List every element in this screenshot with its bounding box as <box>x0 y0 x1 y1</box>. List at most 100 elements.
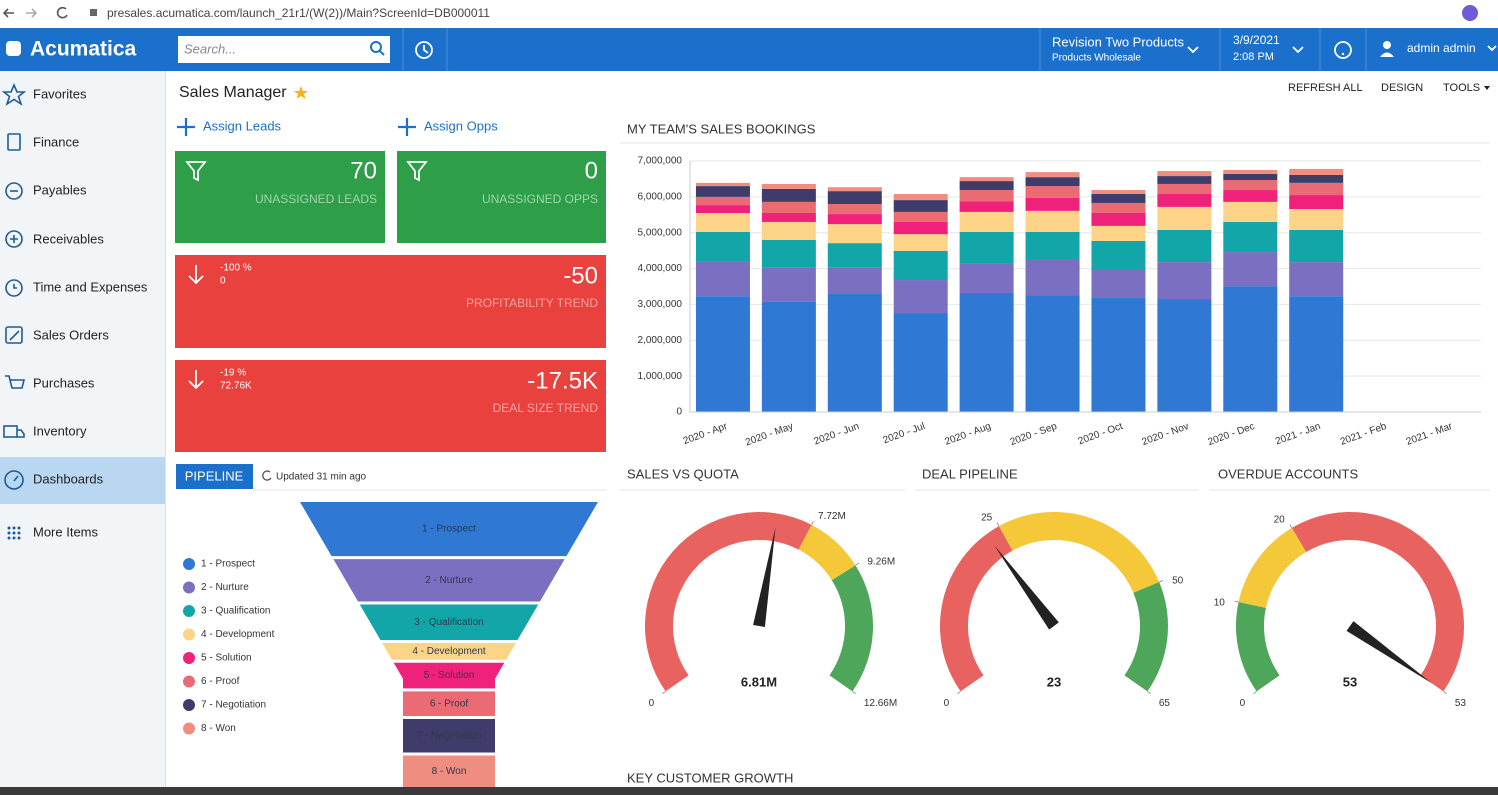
bar-segment <box>959 190 1014 202</box>
bar-segment <box>1025 177 1080 187</box>
x-tick-label: 2020 - Jul <box>882 421 927 446</box>
branch[interactable]: Products Wholesale <box>1052 53 1141 64</box>
search-icon[interactable] <box>370 41 382 53</box>
menu-item[interactable]: Inventory <box>33 423 87 438</box>
bar-segment <box>959 231 1014 264</box>
kpi-tile[interactable] <box>175 151 385 243</box>
bar-segment <box>1025 210 1080 232</box>
bar-segment <box>1289 296 1344 412</box>
bar-segment <box>827 243 882 268</box>
gauge-tick-label: 12.66M <box>864 698 897 709</box>
refresh-icon[interactable] <box>262 470 272 481</box>
search-box[interactable] <box>178 36 390 63</box>
kpi-change: -19 % <box>220 368 246 379</box>
icon <box>1 82 27 106</box>
menu-item[interactable]: Sales Orders <box>33 327 109 342</box>
bar-segment <box>1157 171 1212 177</box>
gauge-tick-label: 65 <box>1159 698 1171 709</box>
legend-label: 5 - Solution <box>201 653 252 664</box>
browser-bar <box>0 0 1498 28</box>
quick-action[interactable]: Assign Leads <box>203 118 282 133</box>
chevron[interactable] <box>1292 46 1304 54</box>
menu-item[interactable]: Finance <box>33 134 79 149</box>
gauge-tick-label: 0 <box>944 698 950 709</box>
user-name[interactable]: admin admin <box>1407 41 1476 55</box>
icon <box>5 230 23 248</box>
plus-icon[interactable] <box>398 118 416 136</box>
help-icon[interactable] <box>1334 41 1352 59</box>
active-item <box>0 457 165 504</box>
bar-segment <box>1289 229 1344 263</box>
url[interactable]: presales.acumatica.com/launch_21r1/(W(2)… <box>107 6 490 20</box>
favorite-star[interactable] <box>294 86 308 99</box>
gauge-band <box>1235 601 1280 692</box>
tab-label[interactable]: PIPELINE <box>185 468 244 483</box>
quick-action[interactable]: Assign Opps <box>424 118 498 133</box>
date[interactable]: 3/9/2021 <box>1233 33 1280 47</box>
bar-segment <box>827 294 882 412</box>
kpi-tile[interactable] <box>175 255 606 348</box>
section-title: KEY CUSTOMER GROWTH <box>627 770 793 785</box>
gauge-tick <box>852 690 856 695</box>
menu-item[interactable]: Time and Expenses <box>33 279 148 294</box>
down-arrow <box>188 370 204 390</box>
toolbar-button[interactable]: REFRESH ALL <box>1288 82 1363 94</box>
bar-segment <box>1223 173 1278 181</box>
profile-avatar[interactable] <box>1462 5 1478 21</box>
legend-swatch <box>183 722 195 735</box>
bar-segment <box>761 267 816 302</box>
menu-item[interactable]: Receivables <box>33 231 104 246</box>
tab[interactable] <box>176 464 253 489</box>
company[interactable]: Revision Two Products <box>1052 34 1184 49</box>
menu-item[interactable]: Payables <box>33 182 87 197</box>
bar-segment <box>1223 169 1278 174</box>
menu-item[interactable]: Dashboards <box>33 471 104 486</box>
bar-segment <box>1289 195 1344 210</box>
bar-segment <box>695 196 750 206</box>
y-tick-label: 1,000,000 <box>638 371 683 382</box>
dropdown-arrow[interactable] <box>1484 86 1490 90</box>
x-tick-label: 2020 - Jun <box>813 421 861 448</box>
icon <box>5 375 26 389</box>
funnel-segment <box>403 718 495 753</box>
reload-button[interactable] <box>56 6 68 19</box>
user-icon[interactable] <box>1383 41 1391 49</box>
icon <box>7 133 21 151</box>
bar-segment <box>893 221 948 235</box>
bar-segment <box>827 191 882 205</box>
bar-segment <box>959 263 1014 293</box>
kpi-tile[interactable] <box>397 151 606 243</box>
bar-segment <box>1157 193 1212 207</box>
bar-segment <box>959 201 1014 212</box>
time[interactable]: 2:08 PM <box>1233 51 1274 63</box>
menu-item[interactable]: Favorites <box>33 86 87 101</box>
bar-segment <box>959 181 1014 191</box>
gauge-needle <box>994 545 1059 630</box>
logo-icon <box>6 41 21 56</box>
kpi-tile[interactable] <box>175 360 606 452</box>
legend-label: 7 - Negotiation <box>201 700 266 711</box>
gauge-band <box>798 524 856 581</box>
bar-segment <box>1091 225 1146 241</box>
search-placeholder: Search... <box>184 41 236 56</box>
chevron[interactable] <box>1187 46 1199 54</box>
kpi-label: PROFITABILITY TREND <box>466 296 598 310</box>
chevron[interactable] <box>1487 45 1497 52</box>
plus-icon[interactable] <box>177 118 195 136</box>
menu-item[interactable]: Purchases <box>33 375 95 390</box>
menu-item[interactable]: More Items <box>33 524 99 539</box>
back-button[interactable] <box>2 8 14 18</box>
x-tick-label: 2021 - Mar <box>1405 421 1455 448</box>
bar-segment <box>959 211 1014 232</box>
history-icon-hands <box>423 45 429 54</box>
kpi-change: -100 % <box>220 263 252 274</box>
funnel-segment <box>403 755 495 787</box>
logo[interactable]: Acumatica <box>30 38 137 61</box>
forward-button[interactable] <box>26 8 38 18</box>
toolbar-button[interactable]: DESIGN <box>1381 82 1423 94</box>
y-tick-label: 7,000,000 <box>638 156 683 167</box>
toolbar-button[interactable]: TOOLS <box>1443 82 1480 94</box>
bar-segment <box>959 292 1014 412</box>
history-icon[interactable] <box>415 41 433 59</box>
y-tick-label: 5,000,000 <box>638 227 683 238</box>
